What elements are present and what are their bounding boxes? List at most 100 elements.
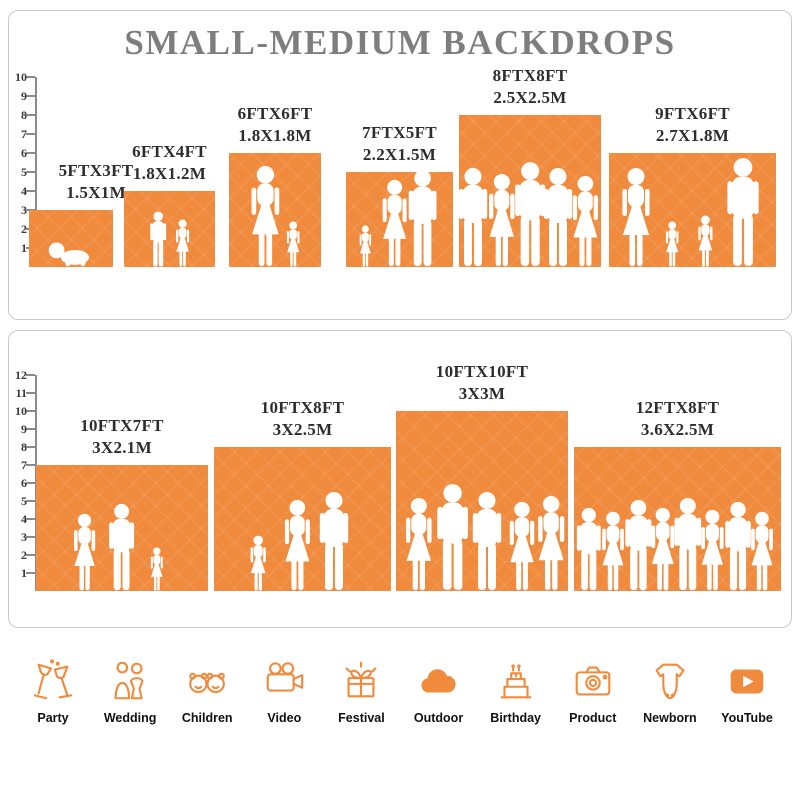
backdrop-size-label: 10FTX10FT 3X3M bbox=[397, 361, 567, 405]
backdrop-size-m: 3.6X2.5M bbox=[640, 420, 715, 439]
person-silhouette bbox=[726, 158, 759, 266]
person-silhouette bbox=[537, 495, 564, 591]
y-axis-tick bbox=[26, 152, 35, 154]
party-drinks-icon bbox=[30, 658, 76, 704]
backdrop-size-label: 7FTX5FT 2.2X1.5M bbox=[315, 122, 485, 166]
person-silhouette bbox=[701, 509, 724, 591]
category-footer: Party Wedding Children Video Festival Outdoor… bbox=[16, 658, 784, 725]
backdrop-size-ft: 5FTX3FT bbox=[58, 161, 134, 180]
person-silhouette bbox=[284, 499, 310, 591]
y-axis-tick bbox=[26, 410, 35, 412]
children-faces-icon bbox=[184, 658, 230, 704]
category-label: Party bbox=[37, 711, 69, 725]
y-axis-tick-label: 1 bbox=[21, 566, 27, 580]
person-silhouette bbox=[175, 219, 189, 267]
person-silhouette bbox=[622, 168, 650, 266]
y-axis-tick bbox=[26, 133, 35, 135]
y-axis-tick bbox=[26, 428, 35, 430]
y-axis-tick-label: 4 bbox=[21, 512, 27, 526]
y-axis-tick bbox=[26, 536, 35, 538]
small-medium-backdrops-panel: SMALL-MEDIUM BACKDROPS 1 2 3 4 5 6 7 8 9 10 5FTX3F… bbox=[8, 10, 792, 320]
category-label: Outdoor bbox=[413, 711, 464, 725]
backdrop-size-ft: 8FTX8FT bbox=[492, 66, 568, 85]
backdrop-size-m: 1.8X1.2M bbox=[132, 164, 207, 183]
person-silhouette bbox=[674, 497, 702, 591]
backdrop-size-ft: 10FTX7FT bbox=[80, 416, 164, 435]
person-silhouette bbox=[437, 484, 469, 590]
backdrop-size-ft: 6FTX6FT bbox=[237, 104, 313, 123]
category-label: Birthday bbox=[490, 711, 541, 725]
wedding-couple-icon bbox=[107, 658, 153, 704]
person-silhouette bbox=[472, 492, 502, 590]
y-axis-tick bbox=[26, 464, 35, 466]
y-axis-tick bbox=[26, 374, 35, 376]
category-label: YouTube bbox=[721, 711, 773, 725]
backdrop-size-ft: 10FTX8FT bbox=[260, 398, 345, 417]
person-silhouette bbox=[287, 221, 300, 267]
play-button-icon bbox=[724, 658, 770, 704]
person-silhouette bbox=[602, 511, 625, 591]
backdrop-size-label: 6FTX6FT 1.8X1.8M bbox=[190, 103, 360, 147]
category-label: Festival bbox=[338, 711, 385, 725]
backdrop-size-label: 9FTX6FT 2.7X1.8M bbox=[608, 103, 778, 147]
category-video: Video bbox=[247, 658, 321, 725]
backdrop-size-m: 1.5X1M bbox=[66, 183, 126, 202]
person-silhouette bbox=[109, 503, 135, 591]
category-outdoor: Outdoor bbox=[402, 658, 476, 725]
y-axis-tick-label: 8 bbox=[21, 108, 27, 122]
category-label: Newborn bbox=[643, 711, 697, 725]
y-axis-tick-label: 10 bbox=[15, 70, 27, 84]
video-camera-icon bbox=[261, 658, 307, 704]
backdrop-size-label: 6FTX4FT 1.8X1.2M bbox=[85, 141, 255, 185]
person-silhouette bbox=[48, 242, 89, 267]
y-axis-tick-label: 2 bbox=[21, 222, 27, 236]
category-product: Product bbox=[556, 658, 630, 725]
person-silhouette bbox=[250, 535, 266, 591]
y-axis-tick-label: 6 bbox=[21, 146, 27, 160]
category-party: Party bbox=[16, 658, 90, 725]
category-label: Product bbox=[569, 711, 617, 725]
y-axis-tick-label: 12 bbox=[15, 368, 27, 382]
person-silhouette bbox=[625, 499, 652, 591]
backdrop-size-ft: 10FTX10FT bbox=[435, 362, 529, 381]
person-silhouette bbox=[666, 221, 679, 267]
person-silhouette bbox=[576, 507, 601, 591]
y-axis-tick-label: 4 bbox=[21, 184, 27, 198]
person-silhouette bbox=[251, 166, 280, 266]
category-newborn: Newborn bbox=[633, 658, 707, 725]
person-silhouette bbox=[751, 511, 774, 591]
y-axis-tick bbox=[26, 171, 35, 173]
y-axis-tick-label: 8 bbox=[21, 440, 27, 454]
category-festival: Festival bbox=[324, 658, 398, 725]
person-silhouette bbox=[405, 497, 432, 591]
category-label: Wedding bbox=[103, 711, 157, 725]
birthday-cake-icon bbox=[493, 658, 539, 704]
backdrop-bar bbox=[124, 191, 215, 267]
person-silhouette bbox=[572, 175, 598, 267]
category-label: Children bbox=[181, 711, 233, 725]
person-silhouette bbox=[359, 225, 371, 267]
y-axis-tick-label: 2 bbox=[21, 548, 27, 562]
backdrop-size-label: 12FTX8FT 3.6X2.5M bbox=[593, 397, 763, 441]
y-axis-tick bbox=[26, 482, 35, 484]
person-silhouette bbox=[409, 169, 437, 267]
photo-camera-icon bbox=[570, 658, 616, 704]
category-wedding: Wedding bbox=[93, 658, 167, 725]
y-axis-tick-label: 10 bbox=[15, 404, 27, 418]
backdrop-size-ft: 6FTX4FT bbox=[132, 142, 207, 161]
backdrop-size-ft: 7FTX5FT bbox=[362, 123, 437, 142]
person-silhouette bbox=[73, 513, 95, 591]
backdrop-size-ft: 9FTX6FT bbox=[655, 104, 730, 123]
backdrop-size-m: 2.7X1.8M bbox=[655, 126, 730, 145]
backdrop-size-m: 1.8X1.8M bbox=[238, 126, 312, 145]
person-silhouette bbox=[509, 501, 534, 591]
category-birthday: Birthday bbox=[479, 658, 553, 725]
backdrop-size-label: 8FTX8FT 2.5X2.5M bbox=[445, 65, 615, 109]
y-axis-tick-label: 9 bbox=[21, 422, 27, 436]
y-axis-tick-label: 5 bbox=[21, 165, 27, 179]
backdrop-size-ft: 12FTX8FT bbox=[635, 398, 720, 417]
person-silhouette bbox=[544, 168, 573, 266]
category-children: Children bbox=[170, 658, 244, 725]
category-label: Video bbox=[267, 711, 302, 725]
y-axis-tick bbox=[26, 500, 35, 502]
